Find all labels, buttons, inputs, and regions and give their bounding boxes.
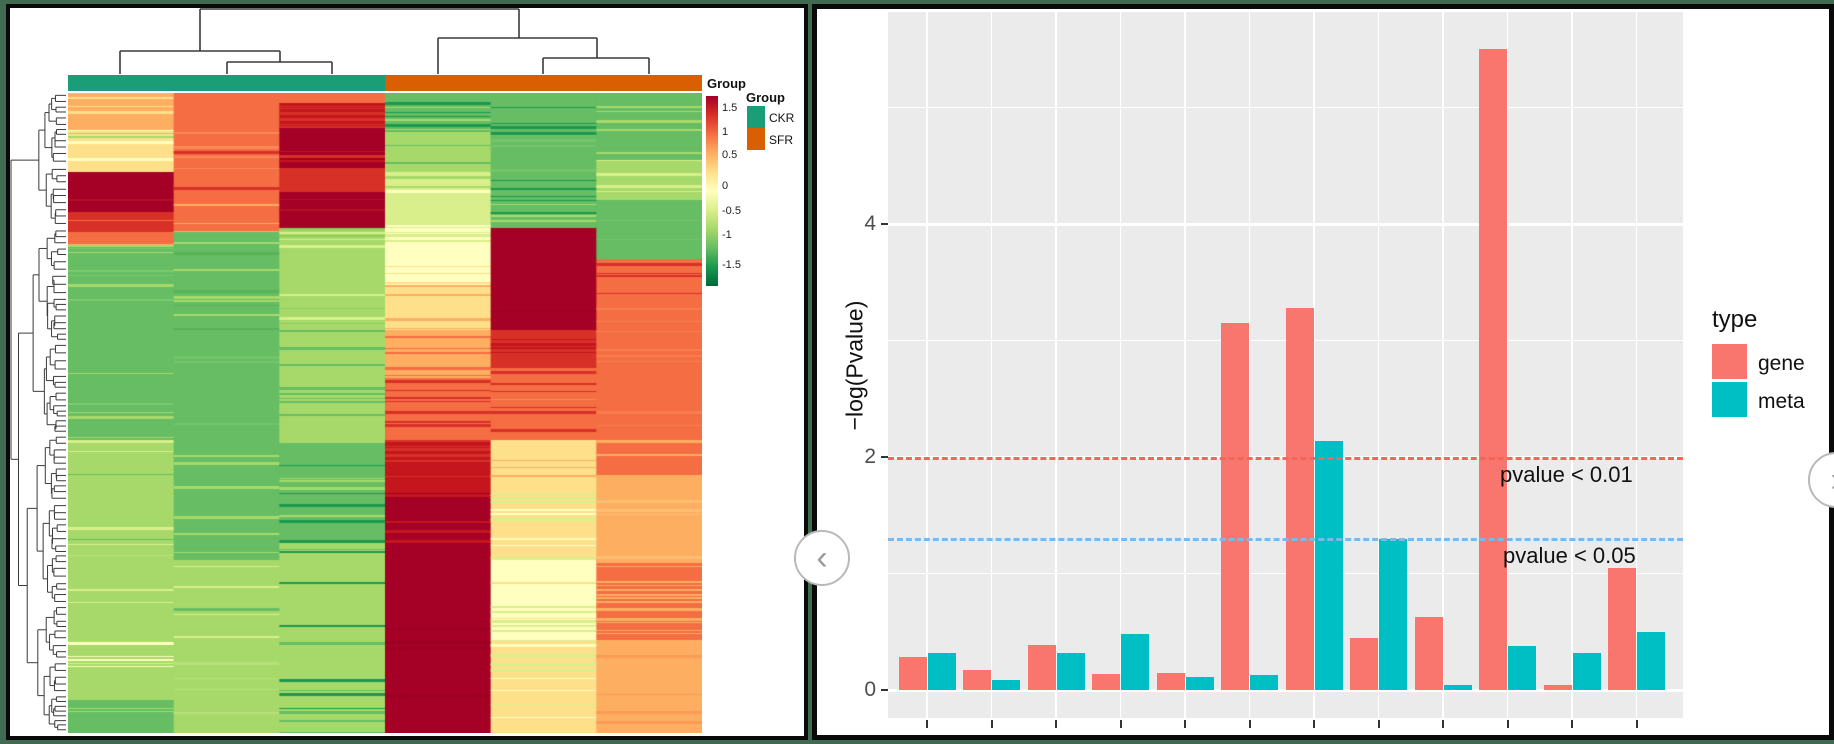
bar-gene-7 <box>1285 307 1314 690</box>
x-axis-tick <box>1571 720 1573 728</box>
colorbar-tick-label: -1.5 <box>722 259 741 271</box>
y-axis-tick-label: 0 <box>864 678 876 701</box>
bar-gene-10 <box>1479 49 1507 690</box>
y-axis-tick <box>881 223 888 225</box>
row-dendrogram <box>10 94 66 731</box>
carousel-prev-button[interactable]: ‹ <box>794 530 850 586</box>
y-axis-tick <box>881 689 888 691</box>
bar-gene-5 <box>1156 672 1185 690</box>
x-axis-tick <box>1635 720 1638 728</box>
colorbar-tick-label: 0.5 <box>722 149 738 161</box>
gridline-vertical <box>1506 12 1509 718</box>
x-axis-tick <box>990 720 993 728</box>
x-axis-tick <box>1055 720 1057 728</box>
gridline-vertical <box>1119 12 1122 718</box>
y-axis-title: −log(Pvalue) <box>841 300 868 431</box>
type-legend-label-meta: meta <box>1758 390 1805 413</box>
bar-meta-8 <box>1379 538 1407 690</box>
gridline-vertical <box>1248 12 1251 718</box>
group-legend-label-sfr: SFR <box>769 133 793 147</box>
bar-meta-6 <box>1250 674 1278 690</box>
gridline-vertical <box>926 12 928 718</box>
group-legend-label-ckr: CKR <box>769 111 795 125</box>
colorbar-tick-label: -1 <box>722 229 732 241</box>
bar-gene-9 <box>1414 616 1443 690</box>
bar-meta-9 <box>1443 685 1472 690</box>
gridline-horizontal <box>888 688 1683 692</box>
x-axis-tick <box>1119 720 1122 728</box>
bar-meta-11 <box>1572 652 1601 690</box>
type-legend-title: type <box>1712 306 1758 333</box>
bar-meta-12 <box>1637 631 1665 690</box>
bar-meta-7 <box>1314 440 1343 690</box>
bar-gene-12 <box>1608 567 1636 690</box>
bar-gene-6 <box>1221 323 1249 690</box>
gridline-vertical <box>990 12 993 718</box>
column-annotation-ckr <box>68 75 385 91</box>
group-legend-swatch-ckr <box>747 106 765 128</box>
y-axis-tick <box>881 456 888 458</box>
x-axis-tick <box>1248 720 1251 728</box>
column-dendrogram <box>119 8 650 74</box>
gridline-vertical <box>1377 12 1380 718</box>
colorbar-tick-label: -0.5 <box>722 205 741 217</box>
threshold-annotation-p01: pvalue < 0.01 <box>1500 462 1633 487</box>
gridline-horizontal <box>888 106 1683 109</box>
column-annotation-sfr <box>385 75 702 91</box>
gridline-vertical <box>1184 12 1186 718</box>
bar-meta-10 <box>1508 645 1536 690</box>
x-axis-tick <box>926 720 928 728</box>
y-axis-tick-label: 2 <box>864 445 876 468</box>
gridline-vertical <box>1055 12 1057 718</box>
bar-gene-4 <box>1092 673 1120 690</box>
group-legend-swatch-sfr <box>747 128 765 150</box>
x-axis-tick <box>1377 720 1380 728</box>
colorbar-tick-label: 1 <box>722 126 729 138</box>
plot-area: pvalue < 0.01 pvalue < 0.05 <box>888 12 1683 718</box>
group-legend-title: Group <box>746 90 785 105</box>
type-legend-label-gene: gene <box>1758 352 1805 375</box>
x-axis-tick <box>1442 720 1444 728</box>
colorbar-tick-label: 0 <box>722 180 729 192</box>
colorbar-tick-label: 1.5 <box>722 102 738 114</box>
threshold-line-p05 <box>888 538 1683 542</box>
x-axis-tick <box>1506 720 1509 728</box>
gridline-horizontal <box>888 222 1683 226</box>
bar-meta-4 <box>1121 634 1149 690</box>
gridline-vertical <box>1635 12 1638 718</box>
y-axis-tick-label: 4 <box>864 212 876 235</box>
bar-gene-2 <box>963 670 991 690</box>
bar-meta-1 <box>927 652 956 690</box>
bar-gene-11 <box>1543 685 1572 690</box>
bar-gene-8 <box>1350 637 1378 690</box>
x-axis-tick <box>1184 720 1186 728</box>
bar-meta-3 <box>1056 652 1085 690</box>
bar-meta-2 <box>992 679 1020 690</box>
type-legend-swatch-meta <box>1712 382 1747 417</box>
x-axis-tick <box>1313 720 1315 728</box>
bar-meta-5 <box>1185 677 1214 690</box>
threshold-line-p01 <box>888 457 1683 460</box>
heatmap-body <box>68 93 702 733</box>
threshold-annotation-p05: pvalue < 0.05 <box>1503 543 1636 568</box>
heatmap-colorbar <box>706 96 718 286</box>
gridline-vertical <box>1442 12 1444 718</box>
type-legend-swatch-gene <box>1712 344 1747 379</box>
gridline-vertical <box>1571 12 1573 718</box>
gridline-vertical <box>1313 12 1315 718</box>
bar-gene-3 <box>1027 644 1056 690</box>
bar-gene-1 <box>898 657 927 690</box>
annotation-bar-title: Group <box>707 76 746 91</box>
